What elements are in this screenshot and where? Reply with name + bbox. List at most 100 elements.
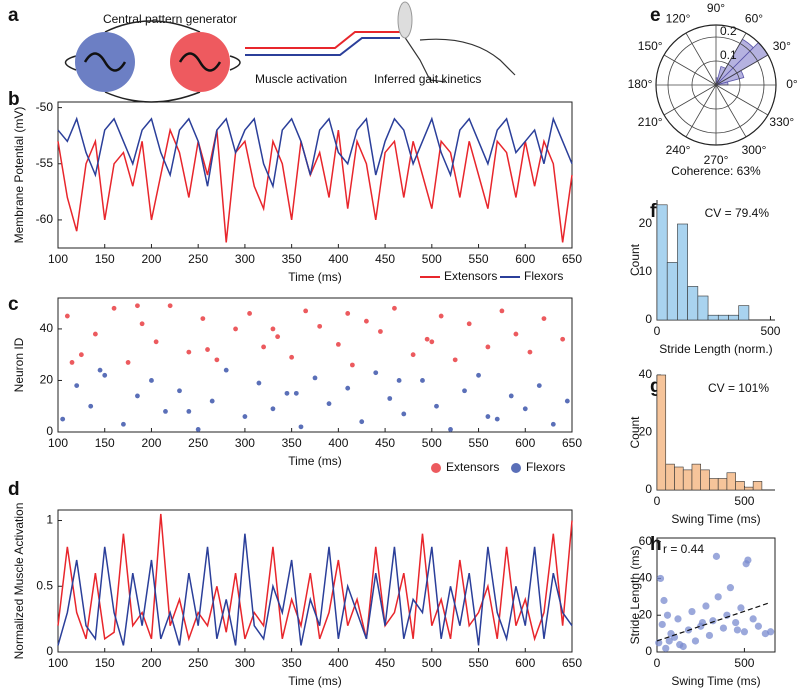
panel-label: e xyxy=(650,5,661,26)
legend-label: Extensors xyxy=(444,269,497,283)
series-line xyxy=(57,116,573,189)
point xyxy=(247,311,252,316)
hist-bar xyxy=(656,204,668,321)
theta-tick-label: 120° xyxy=(666,11,691,25)
y-tick-label: 1 xyxy=(46,513,53,527)
theta-tick-label: 0° xyxy=(786,77,798,91)
x-tick-label: 600 xyxy=(515,252,535,266)
x-tick-label: 650 xyxy=(562,656,582,670)
point xyxy=(513,331,519,337)
y-tick-label: 0 xyxy=(46,644,53,658)
x-tick-label: 500 xyxy=(422,252,442,266)
point xyxy=(167,303,173,309)
caption: Inferred gait kinetics xyxy=(374,72,481,86)
point xyxy=(153,339,159,345)
y-tick-label: 40 xyxy=(639,367,653,381)
hist-bar xyxy=(674,466,684,491)
annotation: CV = 79.4% xyxy=(705,206,770,220)
theta-tick-label: 180° xyxy=(628,77,653,91)
point xyxy=(364,318,369,324)
theta-tick-label: 300° xyxy=(742,143,767,157)
point xyxy=(387,396,393,401)
r-tick-label: 0.1 xyxy=(720,48,737,62)
hist-bar xyxy=(717,478,728,491)
point xyxy=(714,593,722,601)
point xyxy=(349,362,355,368)
point xyxy=(74,383,80,389)
hist-bar xyxy=(707,314,719,321)
point xyxy=(705,631,714,640)
point xyxy=(527,349,533,355)
x-axis-label: Time (ms) xyxy=(288,454,342,468)
plot-frame xyxy=(656,537,776,653)
point xyxy=(499,308,505,314)
point xyxy=(200,316,206,322)
x-tick-label: 100 xyxy=(48,436,68,450)
y-tick-label: 20 xyxy=(40,373,54,387)
hist-bar xyxy=(726,472,736,491)
point xyxy=(676,641,684,649)
x-tick-label: 300 xyxy=(235,656,255,670)
grid-spoke xyxy=(715,54,769,86)
y-axis-label: Normalized Muscle Activation xyxy=(12,503,26,660)
muscle-line xyxy=(245,37,400,56)
point xyxy=(298,424,304,430)
grid-spoke xyxy=(685,32,717,86)
connection xyxy=(104,20,201,33)
point xyxy=(78,352,84,358)
point xyxy=(60,416,66,422)
x-axis-label: Stride Length (norm.) xyxy=(659,342,772,356)
x-tick-label: 400 xyxy=(328,656,348,670)
y-tick-label: 0.5 xyxy=(36,578,53,592)
hist-bar xyxy=(744,486,754,491)
y-tick-label: 0 xyxy=(46,424,53,438)
legend-swatch xyxy=(511,463,521,473)
x-tick-label: 450 xyxy=(375,656,395,670)
x-tick-label: 400 xyxy=(328,252,348,266)
point xyxy=(719,624,728,632)
legend-label: Extensors xyxy=(446,460,499,474)
y-tick-label: -50 xyxy=(36,100,54,114)
y-axis-label: Membrane Potential (mV) xyxy=(12,107,26,244)
hist-bar xyxy=(735,481,745,491)
hist-bar xyxy=(691,463,702,491)
theta-tick-label: 90° xyxy=(707,1,725,15)
point xyxy=(233,326,238,332)
point xyxy=(195,427,201,432)
point xyxy=(256,380,262,386)
annotation: Coherence: 63% xyxy=(671,164,761,178)
point xyxy=(448,427,453,432)
leg-sketch xyxy=(399,29,516,83)
panel-a: a Central pattern generator Muscle activ… xyxy=(8,1,516,103)
point xyxy=(541,316,547,322)
point xyxy=(345,385,351,391)
panel-label: h xyxy=(650,534,662,555)
point xyxy=(392,305,397,311)
point xyxy=(658,620,666,629)
point xyxy=(177,388,182,394)
point xyxy=(326,401,332,407)
point xyxy=(508,393,514,399)
point xyxy=(564,398,570,404)
y-tick-label: 0 xyxy=(645,482,652,496)
theta-tick-label: 60° xyxy=(745,11,763,25)
y-tick-label: 0 xyxy=(645,644,652,658)
point xyxy=(733,626,742,634)
point xyxy=(462,388,467,394)
x-tick-label: 100 xyxy=(48,252,68,266)
x-tick-label: 250 xyxy=(188,436,208,450)
x-tick-label: 350 xyxy=(282,252,302,266)
point xyxy=(125,360,131,365)
panel-label: d xyxy=(8,479,20,500)
plot-frame xyxy=(57,297,573,433)
y-tick-label: 40 xyxy=(639,571,653,585)
x-tick-label: 450 xyxy=(375,252,395,266)
fit-line xyxy=(656,601,771,642)
point xyxy=(665,637,673,645)
x-tick-label: 200 xyxy=(141,252,161,266)
point xyxy=(69,360,75,365)
series-line xyxy=(57,513,573,642)
muscle-line xyxy=(245,31,400,49)
